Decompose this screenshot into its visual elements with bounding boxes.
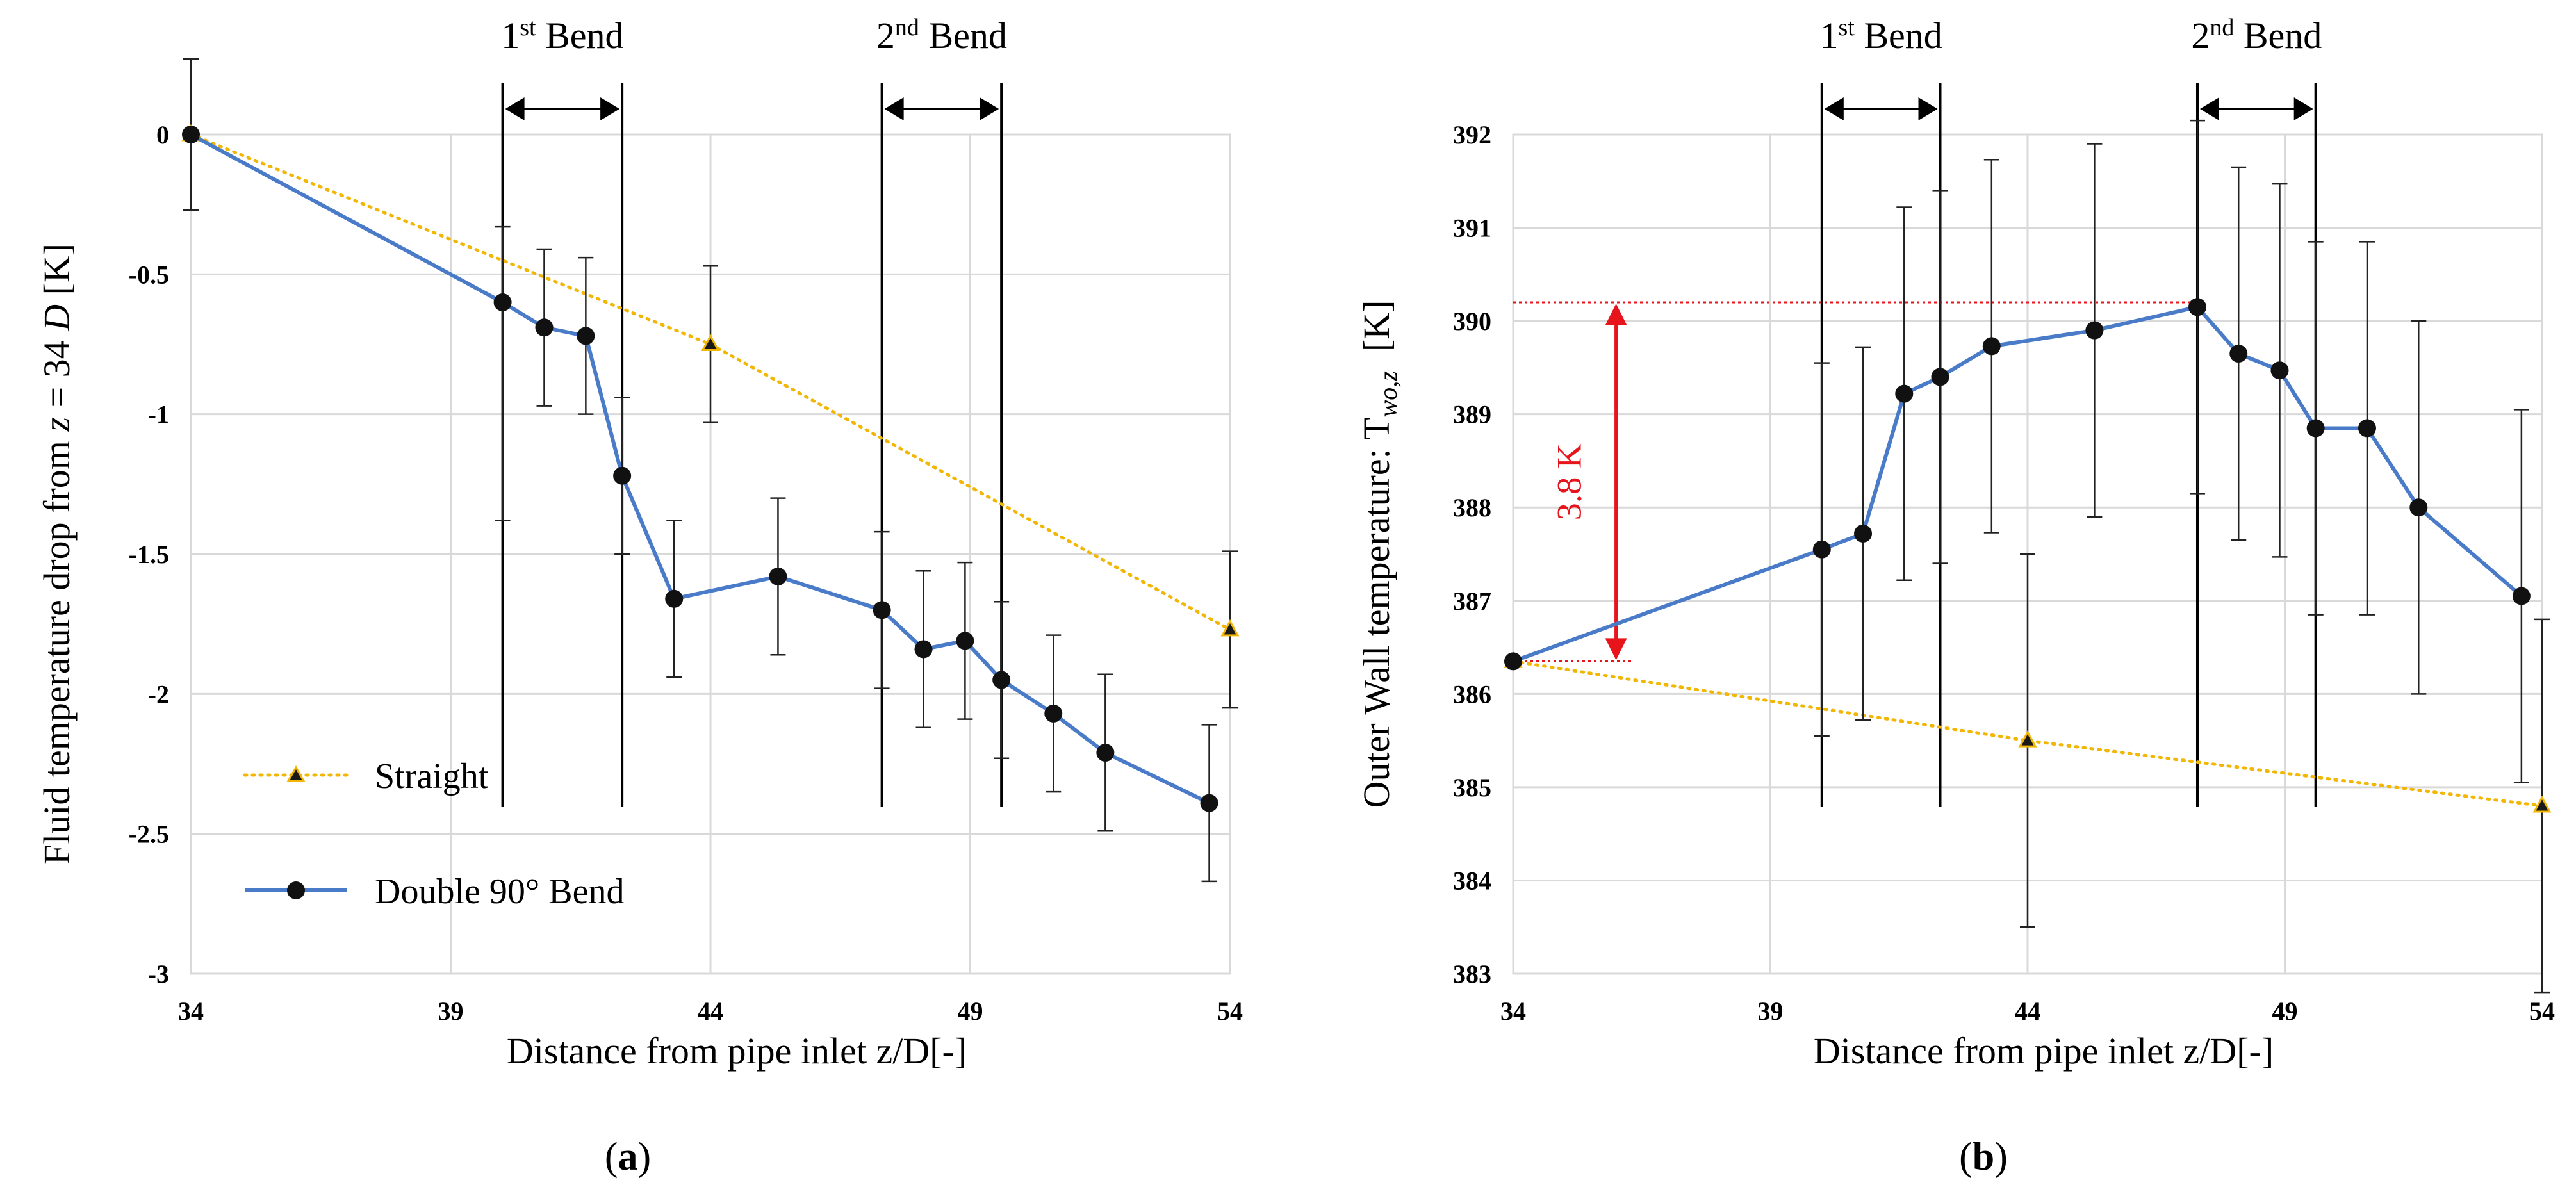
chart-b-panel-label: (b) xyxy=(1959,1135,2008,1179)
bend-arrowhead-right xyxy=(2293,97,2313,120)
chart-a-y-axis-title: Fluid temperature drop from z = 34 D [K] xyxy=(36,243,78,865)
x-tick-label: 34 xyxy=(178,997,204,1026)
series-double-bend xyxy=(1504,119,2531,783)
y-tick-label: -1.5 xyxy=(129,540,169,569)
annotation-arrowhead-down xyxy=(1605,638,1627,660)
data-point xyxy=(1096,744,1115,762)
x-tick-label: 54 xyxy=(2529,997,2555,1026)
data-point xyxy=(1895,384,1914,403)
x-tick-label: 39 xyxy=(1758,997,1784,1026)
x-tick-label: 49 xyxy=(2272,997,2298,1026)
y-tick-label: 388 xyxy=(1453,493,1491,522)
annotation-label: 3.8 K xyxy=(1550,443,1589,520)
data-point xyxy=(873,601,891,619)
data-point xyxy=(1854,524,1873,543)
data-point xyxy=(1220,619,1240,637)
data-point xyxy=(1200,794,1218,812)
y-tick-label: -1 xyxy=(148,400,169,429)
data-point xyxy=(577,327,595,345)
bend-arrowhead-right xyxy=(600,97,620,120)
legend-entry-straight: Straight xyxy=(243,757,489,796)
x-tick-label: 34 xyxy=(1500,997,1526,1026)
y-tick-label: 387 xyxy=(1453,587,1491,616)
data-point xyxy=(2018,730,2037,748)
chart-a-series xyxy=(181,58,1240,883)
bend-label: 2nd Bend xyxy=(876,14,1007,56)
data-point xyxy=(2532,795,2552,813)
data-point xyxy=(2358,419,2376,438)
bend-arrowhead-left xyxy=(884,97,904,120)
y-tick-label: 386 xyxy=(1453,680,1491,708)
chart-a-x-axis-title: Distance from pipe inlet z/D[-] xyxy=(507,1030,967,1072)
annotation-arrowhead-up xyxy=(1605,304,1627,325)
y-tick-label: 384 xyxy=(1453,866,1491,895)
chart-b-x-axis-title: Distance from pipe inlet z/D[-] xyxy=(1814,1030,2274,1072)
data-point xyxy=(2512,587,2531,605)
data-point xyxy=(1931,368,1949,386)
x-tick-label: 39 xyxy=(438,997,464,1026)
x-tick-label: 49 xyxy=(958,997,983,1026)
y-tick-label: 389 xyxy=(1453,400,1491,429)
legend-label-straight: Straight xyxy=(375,757,489,796)
chart-b-series xyxy=(1504,119,2552,994)
chart-b-annotation: 3.8 K xyxy=(1513,301,2197,662)
y-tick-label: 391 xyxy=(1453,214,1491,243)
y-tick-label: -2.5 xyxy=(129,820,169,849)
bend-label: 1st Bend xyxy=(501,14,623,56)
bend-arrowhead-left xyxy=(505,97,525,120)
data-point xyxy=(701,334,720,351)
data-point xyxy=(182,126,200,143)
data-point xyxy=(2085,321,2104,340)
data-point xyxy=(665,589,684,608)
data-point xyxy=(1812,540,1831,559)
y-tick-label: -3 xyxy=(148,960,169,988)
chart-a-legend: Straight Double 90° Bend xyxy=(243,757,624,912)
x-tick-label: 54 xyxy=(1217,997,1243,1026)
legend-entry-double-bend: Double 90° Bend xyxy=(245,872,624,912)
data-point xyxy=(1044,704,1063,723)
data-point xyxy=(2270,361,2289,380)
chart-a-panel-label: (a) xyxy=(605,1135,651,1179)
data-point xyxy=(493,293,512,311)
bend-label: 1st Bend xyxy=(1819,14,1942,56)
chart-a: 1st Bend 2nd Bend 0-0.5-1-1.5-2-2.5-3 34 3… xyxy=(36,14,1243,1179)
bend-arrowhead-left xyxy=(2199,97,2219,120)
bend-marker-1: 1st Bend xyxy=(501,14,624,807)
y-tick-label: 383 xyxy=(1453,960,1491,988)
y-tick-label: 390 xyxy=(1453,307,1491,336)
chart-b-y-axis-title: Outer Wall temperature: Two,z[K] xyxy=(1356,300,1402,808)
bend-arrowhead-right xyxy=(1918,97,1938,120)
chart-b-y-ticks: 392 391 390 389 388 387 386 385 384 383 xyxy=(1453,120,1491,988)
data-point xyxy=(2229,345,2248,363)
x-tick-label: 44 xyxy=(2015,997,2040,1026)
x-tick-label: 44 xyxy=(698,997,723,1026)
data-point xyxy=(2409,498,2428,517)
data-point xyxy=(956,632,974,650)
y-tick-label: 392 xyxy=(1453,120,1491,149)
chart-a-y-ticks: 0 -0.5 -1 -1.5 -2 -2.5 -3 xyxy=(129,120,169,988)
chart-b-x-ticks: 34 39 44 49 54 xyxy=(1500,997,2555,1026)
y-tick-label: -2 xyxy=(148,680,169,708)
y-tick-label: 385 xyxy=(1453,773,1491,802)
bend-label: 2nd Bend xyxy=(2191,14,2322,56)
chart-a-x-ticks: 34 39 44 49 54 xyxy=(178,997,1243,1026)
data-point xyxy=(535,318,554,337)
y-tick-label: 0 xyxy=(156,120,169,149)
bend-arrowhead-right xyxy=(980,97,999,120)
data-point xyxy=(769,567,787,585)
data-point xyxy=(1504,652,1522,671)
data-point xyxy=(2188,298,2206,316)
bend-arrowhead-left xyxy=(1824,97,1844,120)
y-tick-label: -0.5 xyxy=(129,260,169,289)
data-point xyxy=(1982,337,2001,356)
chart-a-bend-markers: 1st Bend 2nd Bend xyxy=(501,14,1007,807)
chart-b: 1st Bend 2nd Bend 3.8 K 392 391 390 389 388 38… xyxy=(1356,14,2555,1179)
data-point xyxy=(992,671,1011,689)
legend-label-double-bend: Double 90° Bend xyxy=(375,872,624,912)
data-point xyxy=(613,466,632,485)
data-point xyxy=(2306,419,2325,438)
data-point xyxy=(914,640,933,659)
series-double-bend xyxy=(182,126,1218,883)
